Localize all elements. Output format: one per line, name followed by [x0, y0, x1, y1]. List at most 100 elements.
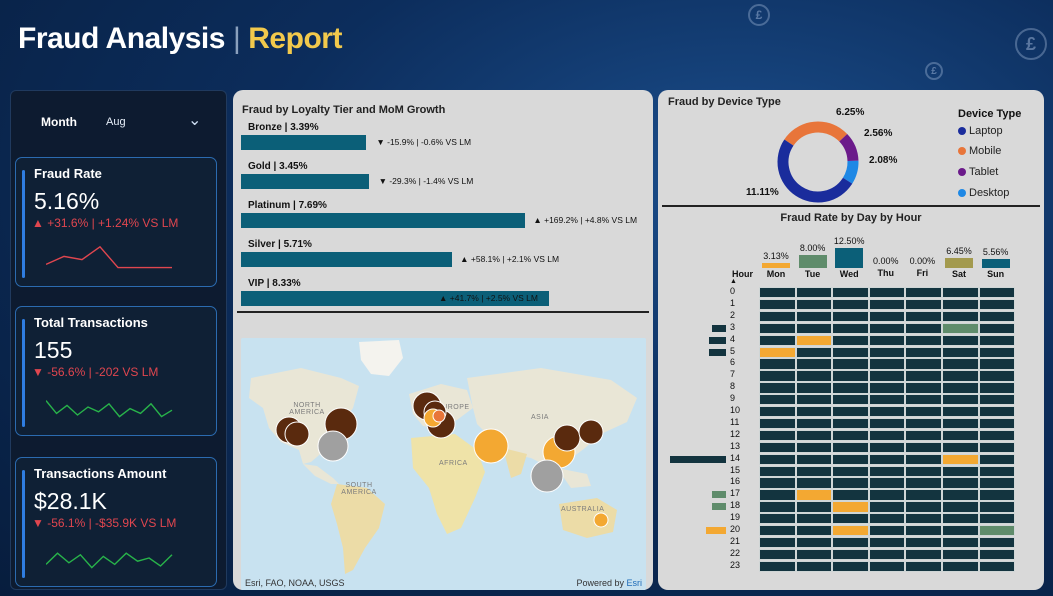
- heatmap-cell[interactable]: [978, 322, 1016, 335]
- heatmap-cell[interactable]: [905, 287, 942, 299]
- heatmap-cell[interactable]: [905, 406, 942, 418]
- loyalty-tier-row[interactable]: Bronze | 3.39% ▼ -15.9% | -0.6% VS LM: [241, 122, 651, 156]
- heatmap-cell[interactable]: [795, 513, 833, 525]
- heatmap-cell[interactable]: [868, 334, 906, 346]
- heatmap-cell[interactable]: [905, 394, 942, 406]
- heatmap-cell[interactable]: [868, 382, 906, 394]
- heatmap-cell[interactable]: [978, 287, 1016, 299]
- heatmap-cell[interactable]: [905, 346, 942, 358]
- heatmap-cell[interactable]: [832, 453, 869, 465]
- heatmap-cell[interactable]: [978, 394, 1016, 406]
- heatmap-cell[interactable]: [795, 406, 833, 418]
- heatmap-cell[interactable]: [978, 406, 1016, 418]
- heatmap-cell[interactable]: [905, 441, 942, 454]
- heatmap-cell[interactable]: [795, 417, 833, 430]
- heatmap-cell[interactable]: [795, 310, 833, 323]
- loyalty-tier-row[interactable]: VIP | 8.33% ▲ +41.7% | +2.5% VS LM: [241, 278, 651, 312]
- heatmap-cell[interactable]: [759, 501, 796, 513]
- heatmap-cell[interactable]: [978, 513, 1016, 525]
- heatmap-cell[interactable]: [759, 560, 796, 573]
- heatmap-cell[interactable]: [942, 453, 979, 465]
- heatmap-cell[interactable]: [905, 298, 942, 311]
- heatmap-cell[interactable]: [905, 382, 942, 394]
- heatmap-cell[interactable]: [905, 501, 942, 513]
- heatmap-cell[interactable]: [759, 346, 796, 358]
- heatmap-cell[interactable]: [759, 287, 796, 299]
- heatmap-cell[interactable]: [978, 560, 1016, 573]
- heatmap-cell[interactable]: [759, 298, 796, 311]
- heatmap-cell[interactable]: [942, 382, 979, 394]
- heatmap-cell[interactable]: [795, 382, 833, 394]
- hour-bar[interactable]: [712, 491, 726, 499]
- heatmap-cell[interactable]: [868, 525, 906, 537]
- heatmap-cell[interactable]: [832, 489, 869, 501]
- heatmap-cell[interactable]: [905, 536, 942, 549]
- heatmap-cell[interactable]: [978, 477, 1016, 489]
- loyalty-tier-row[interactable]: Platinum | 7.69% ▲ +169.2% | +4.8% VS LM: [241, 200, 651, 234]
- heatmap-cell[interactable]: [978, 548, 1016, 561]
- heatmap-cell[interactable]: [978, 525, 1016, 537]
- heatmap-cell[interactable]: [942, 417, 979, 430]
- heatmap-cell[interactable]: [905, 465, 942, 477]
- heatmap-cell[interactable]: [868, 465, 906, 477]
- heatmap-cell[interactable]: [759, 453, 796, 465]
- chevron-down-icon[interactable]: ⌄: [188, 112, 202, 129]
- heatmap-cell[interactable]: [942, 441, 979, 454]
- heatmap-cell[interactable]: [942, 334, 979, 346]
- tier-bar[interactable]: [241, 291, 549, 306]
- heatmap-cell[interactable]: [978, 453, 1016, 465]
- month-value[interactable]: Aug: [106, 116, 126, 128]
- heatmap-cell[interactable]: [832, 346, 869, 358]
- heatmap-cell[interactable]: [942, 465, 979, 477]
- heatmap-cell[interactable]: [795, 441, 833, 454]
- heatmap-cell[interactable]: [759, 322, 796, 335]
- heatmap-cell[interactable]: [795, 560, 833, 573]
- heatmap-cell[interactable]: [759, 334, 796, 346]
- tier-bar[interactable]: [241, 252, 453, 267]
- heatmap-cell[interactable]: [759, 417, 796, 430]
- heatmap-cell[interactable]: [942, 489, 979, 501]
- heatmap-cell[interactable]: [868, 513, 906, 525]
- day-header[interactable]: 0.00% Fri: [905, 236, 939, 278]
- hour-bar[interactable]: [712, 324, 726, 332]
- heatmap-cell[interactable]: [942, 394, 979, 406]
- heatmap-cell[interactable]: [795, 536, 833, 549]
- heatmap-cell[interactable]: [942, 513, 979, 525]
- heatmap-cell[interactable]: [868, 322, 906, 335]
- heatmap-cell[interactable]: [795, 465, 833, 477]
- heatmap-cell[interactable]: [795, 287, 833, 299]
- day-header[interactable]: 6.45% Sat: [942, 236, 976, 279]
- legend-item-tablet[interactable]: Tablet: [958, 166, 998, 178]
- heatmap-cell[interactable]: [905, 358, 942, 370]
- tier-bar[interactable]: [241, 213, 526, 228]
- hour-bar[interactable]: [670, 455, 726, 463]
- heatmap-cell[interactable]: [868, 429, 906, 442]
- tier-bar[interactable]: [241, 135, 367, 150]
- heatmap-cell[interactable]: [868, 298, 906, 311]
- heatmap-cell[interactable]: [832, 322, 869, 335]
- heatmap-cell[interactable]: [759, 477, 796, 489]
- heatmap-cell[interactable]: [795, 346, 833, 358]
- heatmap-cell[interactable]: [759, 465, 796, 477]
- heatmap-cell[interactable]: [978, 489, 1016, 501]
- heatmap-cell[interactable]: [832, 394, 869, 406]
- heatmap-cell[interactable]: [978, 441, 1016, 454]
- heatmap-cell[interactable]: [759, 382, 796, 394]
- heatmap-cell[interactable]: [942, 548, 979, 561]
- heatmap-cell[interactable]: [832, 310, 869, 323]
- heatmap-cell[interactable]: [832, 429, 869, 442]
- heatmap-cell[interactable]: [905, 548, 942, 561]
- heatmap-cell[interactable]: [832, 548, 869, 561]
- esri-link[interactable]: Esri: [626, 578, 643, 588]
- heatmap-cell[interactable]: [759, 358, 796, 370]
- hour-bar[interactable]: [709, 348, 726, 356]
- heatmap-cell[interactable]: [759, 513, 796, 525]
- heatmap-cell[interactable]: [759, 536, 796, 549]
- heatmap-cell[interactable]: [942, 525, 979, 537]
- day-header[interactable]: 8.00% Tue: [796, 236, 830, 279]
- heatmap-cell[interactable]: [795, 548, 833, 561]
- heatmap-cell[interactable]: [832, 334, 869, 346]
- heatmap-cell[interactable]: [942, 287, 979, 299]
- heatmap-cell[interactable]: [868, 477, 906, 489]
- day-header[interactable]: 3.13% Mon: [759, 236, 793, 279]
